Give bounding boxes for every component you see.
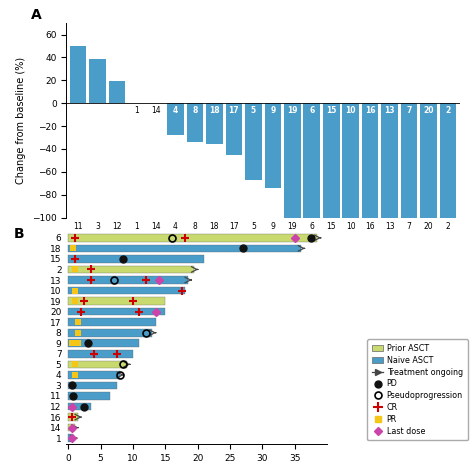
Bar (68, 266, 194, 273)
Text: B: B (14, 227, 25, 241)
Bar (68, 382, 117, 389)
Text: A: A (31, 7, 42, 22)
Text: 17: 17 (228, 106, 239, 114)
Bar (68, 287, 185, 294)
Bar (68, 297, 165, 305)
Legend: Prior ASCT, Naive ASCT, Treatment ongoing, PD, Pseudoprogression, CR, PR, Last d: Prior ASCT, Naive ASCT, Treatment ongoin… (367, 339, 468, 440)
Bar (68, 276, 188, 284)
Bar (68, 392, 110, 400)
Bar (206, 103, 223, 144)
Text: 2: 2 (446, 106, 451, 114)
Text: 19: 19 (287, 106, 298, 114)
Text: 8: 8 (192, 106, 198, 114)
Bar (68, 403, 91, 410)
Bar (68, 350, 133, 357)
Bar (401, 103, 418, 218)
Bar (109, 81, 125, 103)
Bar (420, 103, 437, 218)
Text: 10: 10 (346, 106, 356, 114)
Text: 6: 6 (309, 106, 314, 114)
Text: 18: 18 (209, 106, 219, 114)
Bar (226, 103, 242, 155)
Bar (342, 103, 359, 218)
Bar (68, 329, 153, 337)
Text: 5: 5 (251, 106, 256, 114)
Bar (68, 371, 120, 379)
Bar (303, 103, 320, 218)
Bar (362, 103, 378, 218)
Text: 9: 9 (270, 106, 275, 114)
Bar (284, 103, 301, 218)
Bar (68, 413, 78, 421)
Bar (68, 319, 155, 326)
Bar (68, 424, 75, 432)
Text: 20: 20 (423, 106, 434, 114)
Bar (89, 59, 106, 103)
Bar (68, 434, 73, 442)
Text: 14: 14 (151, 106, 161, 114)
Bar (68, 244, 301, 252)
Bar (382, 103, 398, 218)
Bar (167, 103, 184, 135)
Text: 16: 16 (365, 106, 375, 114)
Bar (440, 103, 456, 218)
Bar (68, 234, 318, 242)
Text: 13: 13 (384, 106, 395, 114)
Bar (264, 103, 281, 188)
Bar (70, 46, 86, 103)
Text: 15: 15 (326, 106, 337, 114)
Bar (68, 308, 165, 315)
Bar (68, 361, 127, 368)
Text: 4: 4 (173, 106, 178, 114)
Y-axis label: Change from baseline (%): Change from baseline (%) (16, 57, 27, 184)
Bar (245, 103, 262, 180)
Bar (323, 103, 339, 218)
Text: 7: 7 (406, 106, 412, 114)
Text: 1: 1 (134, 106, 139, 114)
Bar (187, 103, 203, 142)
Bar (68, 255, 204, 263)
Bar (68, 339, 139, 347)
